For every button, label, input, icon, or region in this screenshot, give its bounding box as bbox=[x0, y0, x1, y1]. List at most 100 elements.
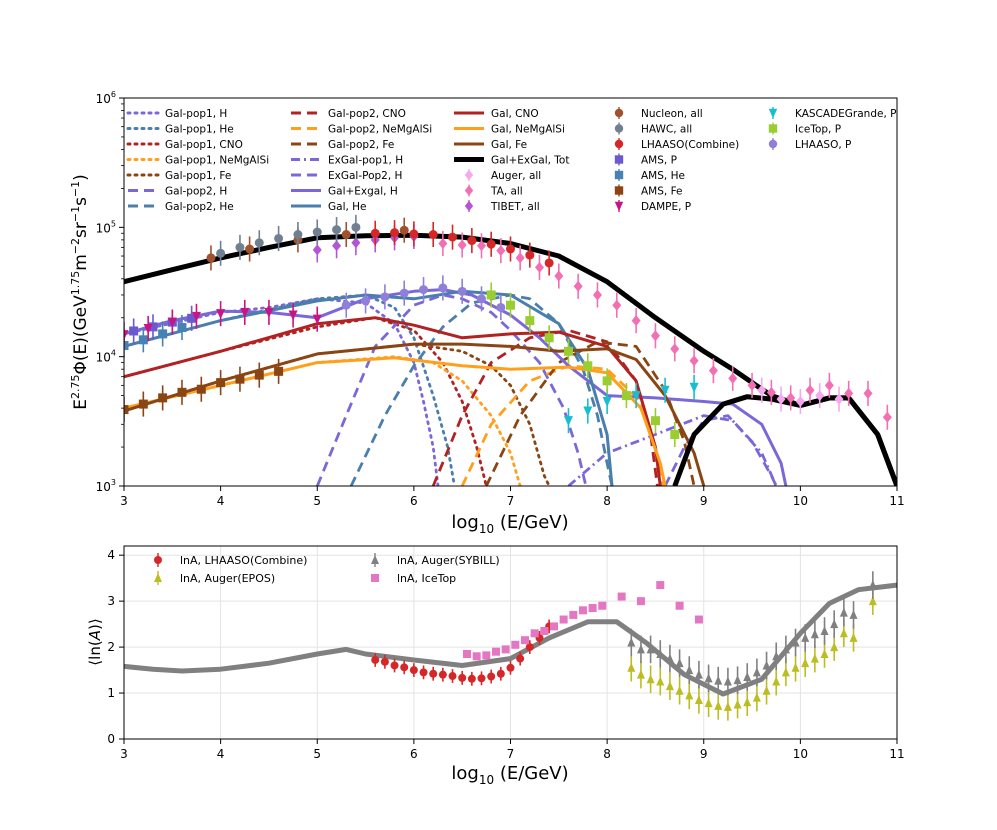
y-tick-label: 2 bbox=[107, 640, 115, 654]
data-point-lna-auger-epos bbox=[820, 648, 829, 658]
data-point-dampe-p bbox=[312, 314, 322, 325]
data-point-auger-all bbox=[834, 393, 844, 405]
data-point-hawc-all bbox=[293, 230, 303, 240]
legend-entry-gal-pop1-nemgalsi: Gal-pop1, NeMgAlSi bbox=[126, 155, 269, 167]
data-point-ta-all bbox=[708, 365, 718, 377]
data-point-ta-all bbox=[477, 240, 487, 252]
spectrum-ticks: 3 4 5 6 7 8 9 10 11 103 104 105 106 bbox=[96, 90, 905, 508]
y-tick-label: 103 bbox=[96, 478, 116, 494]
data-point-lna-auger-epos bbox=[839, 628, 848, 638]
legend-entry-lna-auger-sybill: lnA, Auger(SYBILL) bbox=[371, 553, 500, 567]
data-point-lna-auger-epos bbox=[743, 697, 752, 707]
data-point-lhaaso-p bbox=[399, 288, 409, 298]
data-point-lna-icetop bbox=[588, 604, 597, 613]
data-point-lna-icetop bbox=[530, 629, 539, 638]
legend-label: Gal-pop1, CNO bbox=[165, 139, 243, 151]
data-point-lna-auger-epos bbox=[830, 642, 839, 652]
x-tick-label: 8 bbox=[603, 747, 611, 761]
data-point-lhaaso-p bbox=[496, 302, 506, 312]
data-point-ams-fe bbox=[177, 387, 187, 397]
data-point-icetop-p bbox=[563, 346, 573, 356]
data-point-lna-auger-sybill bbox=[781, 644, 790, 654]
data-point-icetop-p bbox=[486, 290, 496, 300]
legend-label: Gal-pop2, Fe bbox=[328, 139, 394, 151]
legend-label: Gal-pop1, NeMgAlSi bbox=[165, 155, 269, 167]
legend-label: ExGal-Pop2, H bbox=[328, 170, 402, 182]
data-point-lna-auger-sybill bbox=[772, 651, 781, 661]
legend-swatch bbox=[768, 108, 778, 119]
data-point-auger-all bbox=[795, 396, 805, 408]
data-point-ta-all bbox=[573, 280, 583, 292]
legend-entry-nucleon-all: Nucleon, all bbox=[614, 107, 703, 120]
data-point-lna-lhaaso-combine bbox=[380, 657, 389, 666]
data-point-kascadegrande-p bbox=[563, 416, 573, 427]
data-point-lna-auger-epos bbox=[723, 701, 732, 711]
data-point-ams-he bbox=[124, 340, 129, 350]
legend-swatch bbox=[614, 139, 624, 149]
data-point-nucleon-all bbox=[341, 230, 351, 240]
data-point-lna-auger-epos bbox=[685, 690, 694, 700]
legend-entry-gal-pop1-fe: Gal-pop1, Fe bbox=[126, 170, 231, 182]
data-point-lna-auger-sybill bbox=[820, 626, 829, 636]
legend-label: lnA, LHAASO(Combine) bbox=[180, 554, 307, 567]
y-tick-label: 104 bbox=[96, 349, 116, 365]
data-point-lna-auger-sybill bbox=[627, 637, 636, 647]
legend-entry-lna-lhaaso-combine: lnA, LHAASO(Combine) bbox=[154, 553, 307, 567]
data-point-lna-auger-epos bbox=[772, 676, 781, 686]
data-point-ta-all bbox=[728, 372, 738, 384]
legend-label: Nucleon, all bbox=[641, 108, 703, 120]
series-line-gal-pop2-fe bbox=[485, 340, 696, 486]
spectrum-legend: Gal-pop1, H Gal-pop1, He Gal-pop1, CNO Gal-… bbox=[126, 107, 896, 213]
data-point-lna-icetop bbox=[492, 647, 501, 656]
legend-label: Gal, He bbox=[328, 201, 367, 213]
data-point-ta-all bbox=[882, 411, 892, 423]
data-point-dampe-p bbox=[143, 324, 153, 335]
data-point-ta-all bbox=[670, 343, 680, 355]
data-point-ams-fe bbox=[274, 366, 284, 376]
data-point-icetop-p bbox=[506, 300, 515, 310]
data-point-lna-auger-sybill bbox=[675, 658, 684, 668]
data-point-lna-icetop bbox=[559, 615, 568, 624]
data-point-lna-icetop bbox=[520, 636, 529, 645]
data-point-ams-fe bbox=[216, 378, 226, 388]
legend-swatch bbox=[614, 108, 624, 118]
lnA-plot-area bbox=[124, 571, 897, 721]
data-point-lhaaso-combine bbox=[486, 239, 496, 249]
data-point-lhaaso-p bbox=[341, 300, 351, 310]
legend-label: LHAASO(Combine) bbox=[641, 139, 739, 151]
data-point-lna-auger-epos bbox=[752, 692, 761, 702]
data-point-lna-auger-sybill bbox=[636, 644, 645, 654]
legend-label: lnA, IceTop bbox=[397, 572, 456, 585]
legend-label: Gal-pop1, Fe bbox=[165, 170, 231, 182]
legend-label: AMS, P bbox=[641, 155, 677, 167]
data-point-lna-auger-sybill bbox=[762, 660, 771, 670]
legend-entry-ta-all: TA, all bbox=[464, 184, 523, 198]
data-point-tibet-all bbox=[332, 240, 342, 252]
data-point-ta-all bbox=[457, 239, 467, 251]
legend-label: AMS, Fe bbox=[641, 186, 683, 198]
data-point-ta-all bbox=[786, 392, 796, 404]
x-tick-label: 9 bbox=[700, 747, 708, 761]
legend-label: lnA, Auger(SYBILL) bbox=[397, 554, 500, 567]
legend-label: Gal-pop1, H bbox=[165, 108, 227, 120]
data-point-lna-auger-epos bbox=[704, 698, 713, 708]
data-point-lhaaso-combine bbox=[448, 232, 458, 242]
data-point-hawc-all bbox=[312, 227, 322, 237]
data-point-lhaaso-combine bbox=[544, 258, 554, 268]
data-point-lna-auger-epos bbox=[791, 662, 800, 672]
data-point-icetop-p bbox=[650, 416, 660, 426]
data-point-lna-auger-sybill bbox=[868, 580, 877, 590]
data-point-lna-auger-sybill bbox=[723, 676, 732, 686]
legend-entry-hawc-all: HAWC, all bbox=[614, 122, 692, 136]
legend-entry-icetop-p: IceTop, P bbox=[768, 122, 841, 136]
data-point-lhaaso-p bbox=[380, 292, 390, 302]
data-point-ta-all bbox=[515, 252, 525, 264]
data-point-ams-p bbox=[187, 313, 197, 323]
x-tick-label: 11 bbox=[889, 494, 904, 508]
legend-label: Gal-pop2, NeMgAlSi bbox=[328, 124, 432, 136]
y-tick-label: 106 bbox=[96, 90, 116, 106]
data-point-ta-all bbox=[844, 387, 854, 399]
legend-swatch bbox=[464, 185, 474, 196]
spectrum-panel: 3 4 5 6 7 8 9 10 11 103 104 105 106 log10 (E/GeV) E2… bbox=[69, 90, 905, 536]
data-point-kascadegrande-p bbox=[583, 406, 593, 417]
